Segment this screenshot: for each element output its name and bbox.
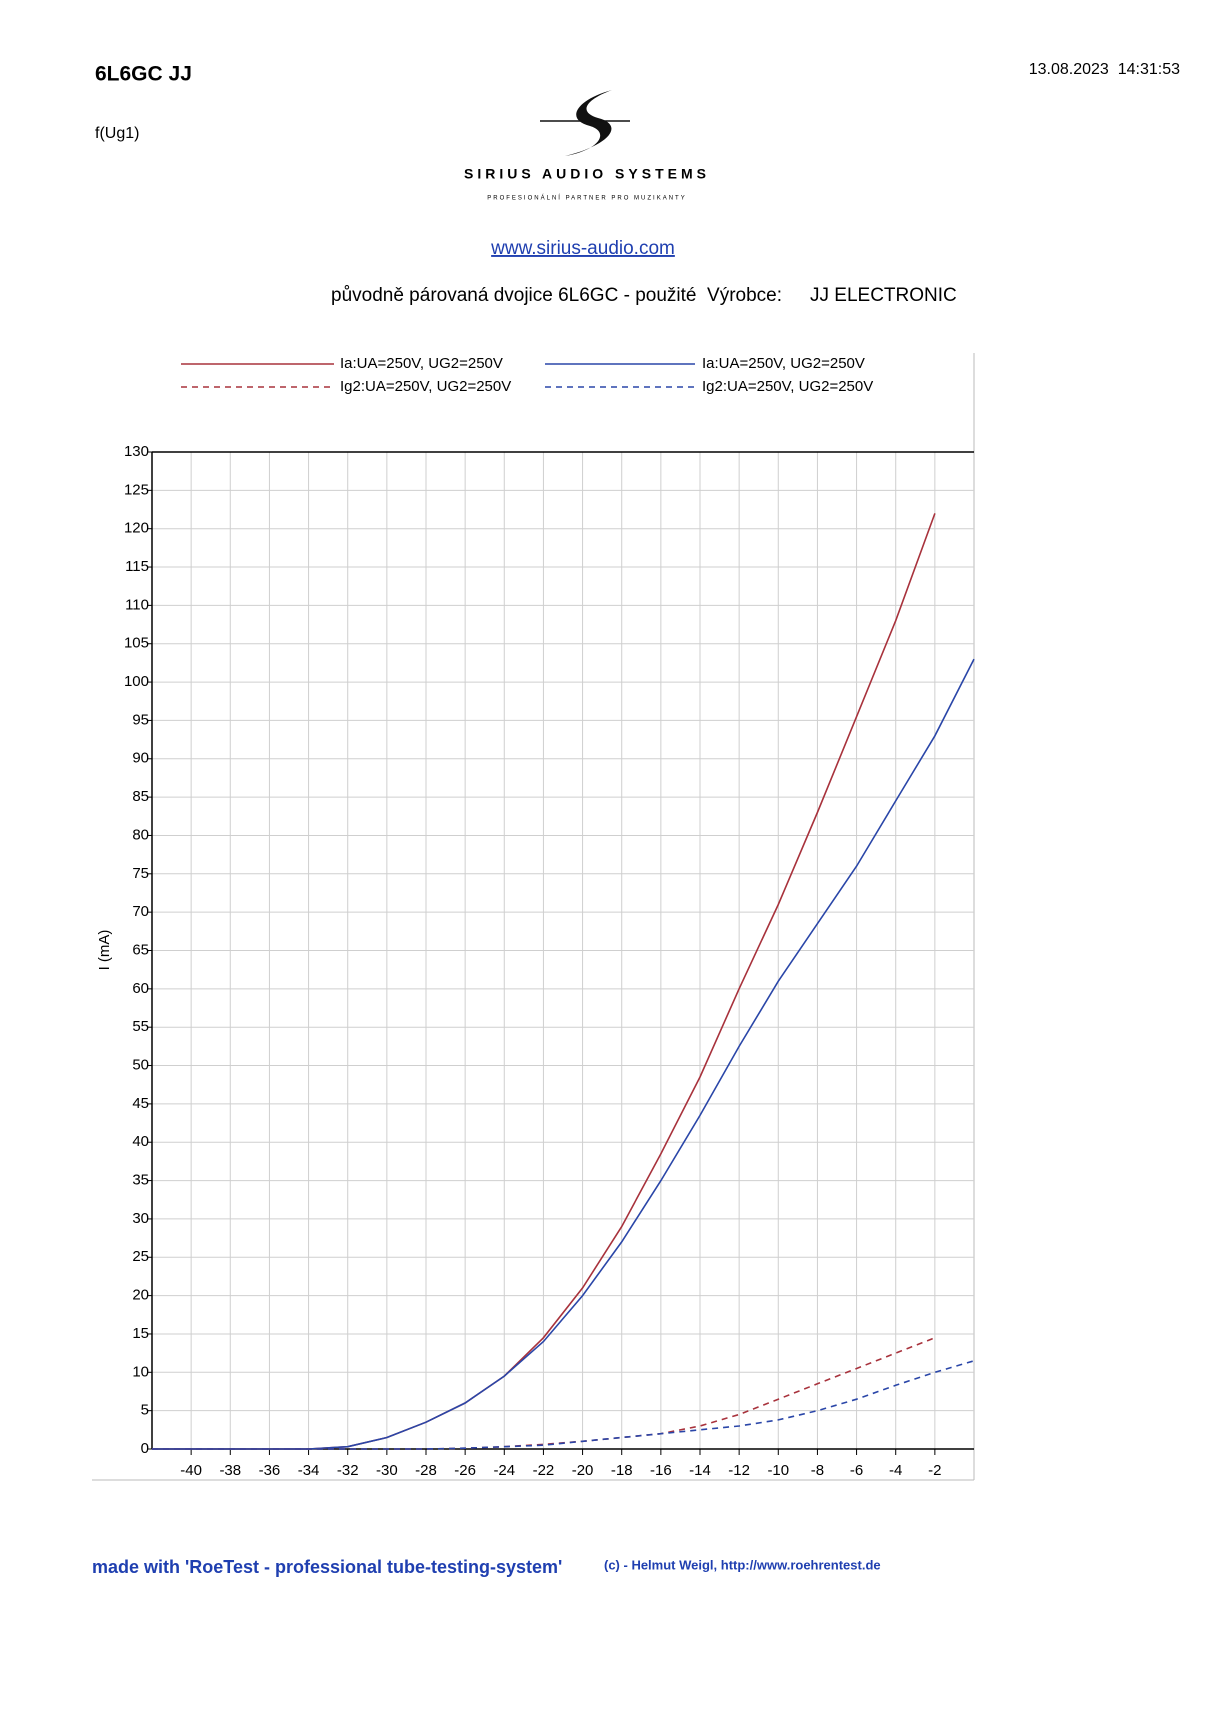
y-tick-label: 75 xyxy=(132,865,149,882)
timestamp: 13.08.2023 14:31:53 xyxy=(1029,61,1180,78)
subtitle: f(Ug1) xyxy=(95,125,139,142)
series-line xyxy=(152,1337,936,1450)
x-tick-label: -30 xyxy=(376,1462,398,1479)
x-tick-label: -32 xyxy=(337,1462,359,1479)
y-tick-label: 40 xyxy=(132,1133,149,1150)
x-tick-label: -28 xyxy=(415,1462,437,1479)
manufacturer: JJ ELECTRONIC xyxy=(810,285,957,306)
y-tick-label: 30 xyxy=(132,1210,149,1227)
y-tick-label: 15 xyxy=(132,1325,149,1342)
legend-label: Ig2:UA=250V, UG2=250V xyxy=(702,378,873,395)
y-tick-label: 85 xyxy=(132,788,149,805)
y-tick-label: 105 xyxy=(124,635,149,652)
x-tick-label: -12 xyxy=(728,1462,750,1479)
y-tick-label: 0 xyxy=(141,1440,149,1457)
x-tick-label: -34 xyxy=(298,1462,320,1479)
y-tick-label: 65 xyxy=(132,941,149,958)
y-tick-label: 10 xyxy=(132,1363,149,1380)
y-tick-label: 80 xyxy=(132,826,149,843)
y-tick-label: 70 xyxy=(132,903,149,920)
x-tick-label: -6 xyxy=(850,1462,863,1479)
footer-made-with: made with 'RoeTest - professional tube-t… xyxy=(92,1557,562,1577)
y-tick-label: 90 xyxy=(132,750,149,767)
x-tick-label: -40 xyxy=(180,1462,202,1479)
logo-mark xyxy=(565,90,612,156)
logo-name: SIRIUS AUDIO SYSTEMS xyxy=(464,166,710,182)
logo-tagline: PROFESIONÁLNÍ PARTNER PRO MUZIKANTY xyxy=(487,195,686,202)
y-tick-label: 100 xyxy=(124,673,149,690)
legend-label: Ig2:UA=250V, UG2=250V xyxy=(340,378,511,395)
footer-credit: (c) - Helmut Weigl, http://www.roehrente… xyxy=(604,1557,881,1572)
x-tick-label: -22 xyxy=(533,1462,555,1479)
x-tick-label: -18 xyxy=(611,1462,633,1479)
y-tick-label: 20 xyxy=(132,1287,149,1304)
y-tick-label: 130 xyxy=(124,443,149,460)
x-tick-label: -16 xyxy=(650,1462,672,1479)
series-line xyxy=(152,1360,975,1450)
y-tick-label: 125 xyxy=(124,481,149,498)
x-tick-label: -10 xyxy=(767,1462,789,1479)
x-tick-label: -8 xyxy=(811,1462,824,1479)
legend-label: Ia:UA=250V, UG2=250V xyxy=(340,355,503,372)
y-tick-label: 35 xyxy=(132,1172,149,1189)
y-tick-label: 60 xyxy=(132,980,149,997)
y-tick-label: 55 xyxy=(132,1018,149,1035)
x-tick-label: -36 xyxy=(259,1462,281,1479)
x-tick-label: -14 xyxy=(689,1462,711,1479)
y-tick-label: 110 xyxy=(125,596,149,613)
x-tick-label: -4 xyxy=(889,1462,902,1479)
link[interactable]: www.sirius-audio.com xyxy=(490,238,675,259)
x-tick-label: -2 xyxy=(928,1462,941,1479)
y-tick-label: 5 xyxy=(141,1402,149,1419)
description: původně párovaná dvojice 6L6GC - použité… xyxy=(331,285,782,306)
title: 6L6GC JJ xyxy=(95,63,192,86)
series-line xyxy=(152,658,975,1450)
y-axis-label: I (mA) xyxy=(96,930,113,971)
y-tick-label: 95 xyxy=(132,711,149,728)
x-tick-label: -20 xyxy=(572,1462,594,1479)
legend-label: Ia:UA=250V, UG2=250V xyxy=(702,355,865,372)
y-tick-label: 45 xyxy=(132,1095,149,1112)
x-tick-label: -24 xyxy=(493,1462,515,1479)
y-tick-label: 50 xyxy=(132,1057,149,1074)
x-tick-label: -38 xyxy=(219,1462,241,1479)
y-tick-label: 120 xyxy=(124,520,149,537)
x-tick-label: -26 xyxy=(454,1462,476,1479)
y-tick-label: 25 xyxy=(132,1248,149,1265)
y-tick-label: 115 xyxy=(125,558,149,575)
